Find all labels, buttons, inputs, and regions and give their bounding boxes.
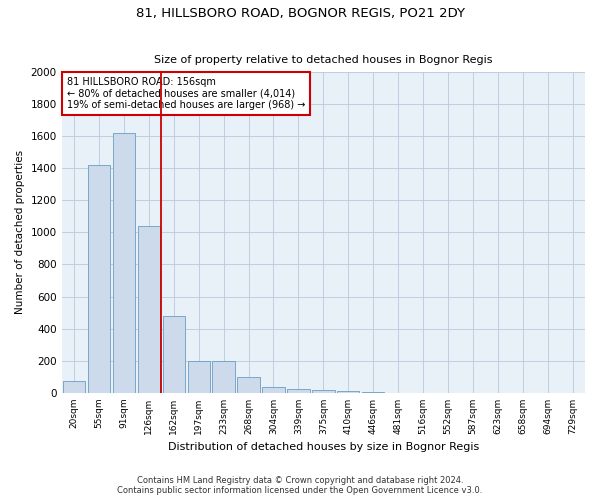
Text: 81, HILLSBORO ROAD, BOGNOR REGIS, PO21 2DY: 81, HILLSBORO ROAD, BOGNOR REGIS, PO21 2… (136, 8, 464, 20)
Bar (312, 390, 335, 393)
Bar (88, 165, 110, 393)
Title: Size of property relative to detached houses in Bognor Regis: Size of property relative to detached ho… (154, 56, 493, 66)
Bar (113, 133, 135, 393)
Bar (262, 388, 285, 393)
Bar (63, 381, 85, 393)
Y-axis label: Number of detached properties: Number of detached properties (15, 150, 25, 314)
Bar (188, 361, 210, 393)
Text: 81 HILLSBORO ROAD: 156sqm
← 80% of detached houses are smaller (4,014)
19% of se: 81 HILLSBORO ROAD: 156sqm ← 80% of detac… (67, 76, 305, 110)
Text: Contains HM Land Registry data © Crown copyright and database right 2024.
Contai: Contains HM Land Registry data © Crown c… (118, 476, 482, 495)
Bar (163, 316, 185, 393)
Bar (238, 377, 260, 393)
Bar (287, 389, 310, 393)
Bar (137, 226, 160, 393)
Bar (337, 392, 359, 393)
Bar (212, 361, 235, 393)
X-axis label: Distribution of detached houses by size in Bognor Regis: Distribution of detached houses by size … (168, 442, 479, 452)
Bar (362, 392, 385, 393)
